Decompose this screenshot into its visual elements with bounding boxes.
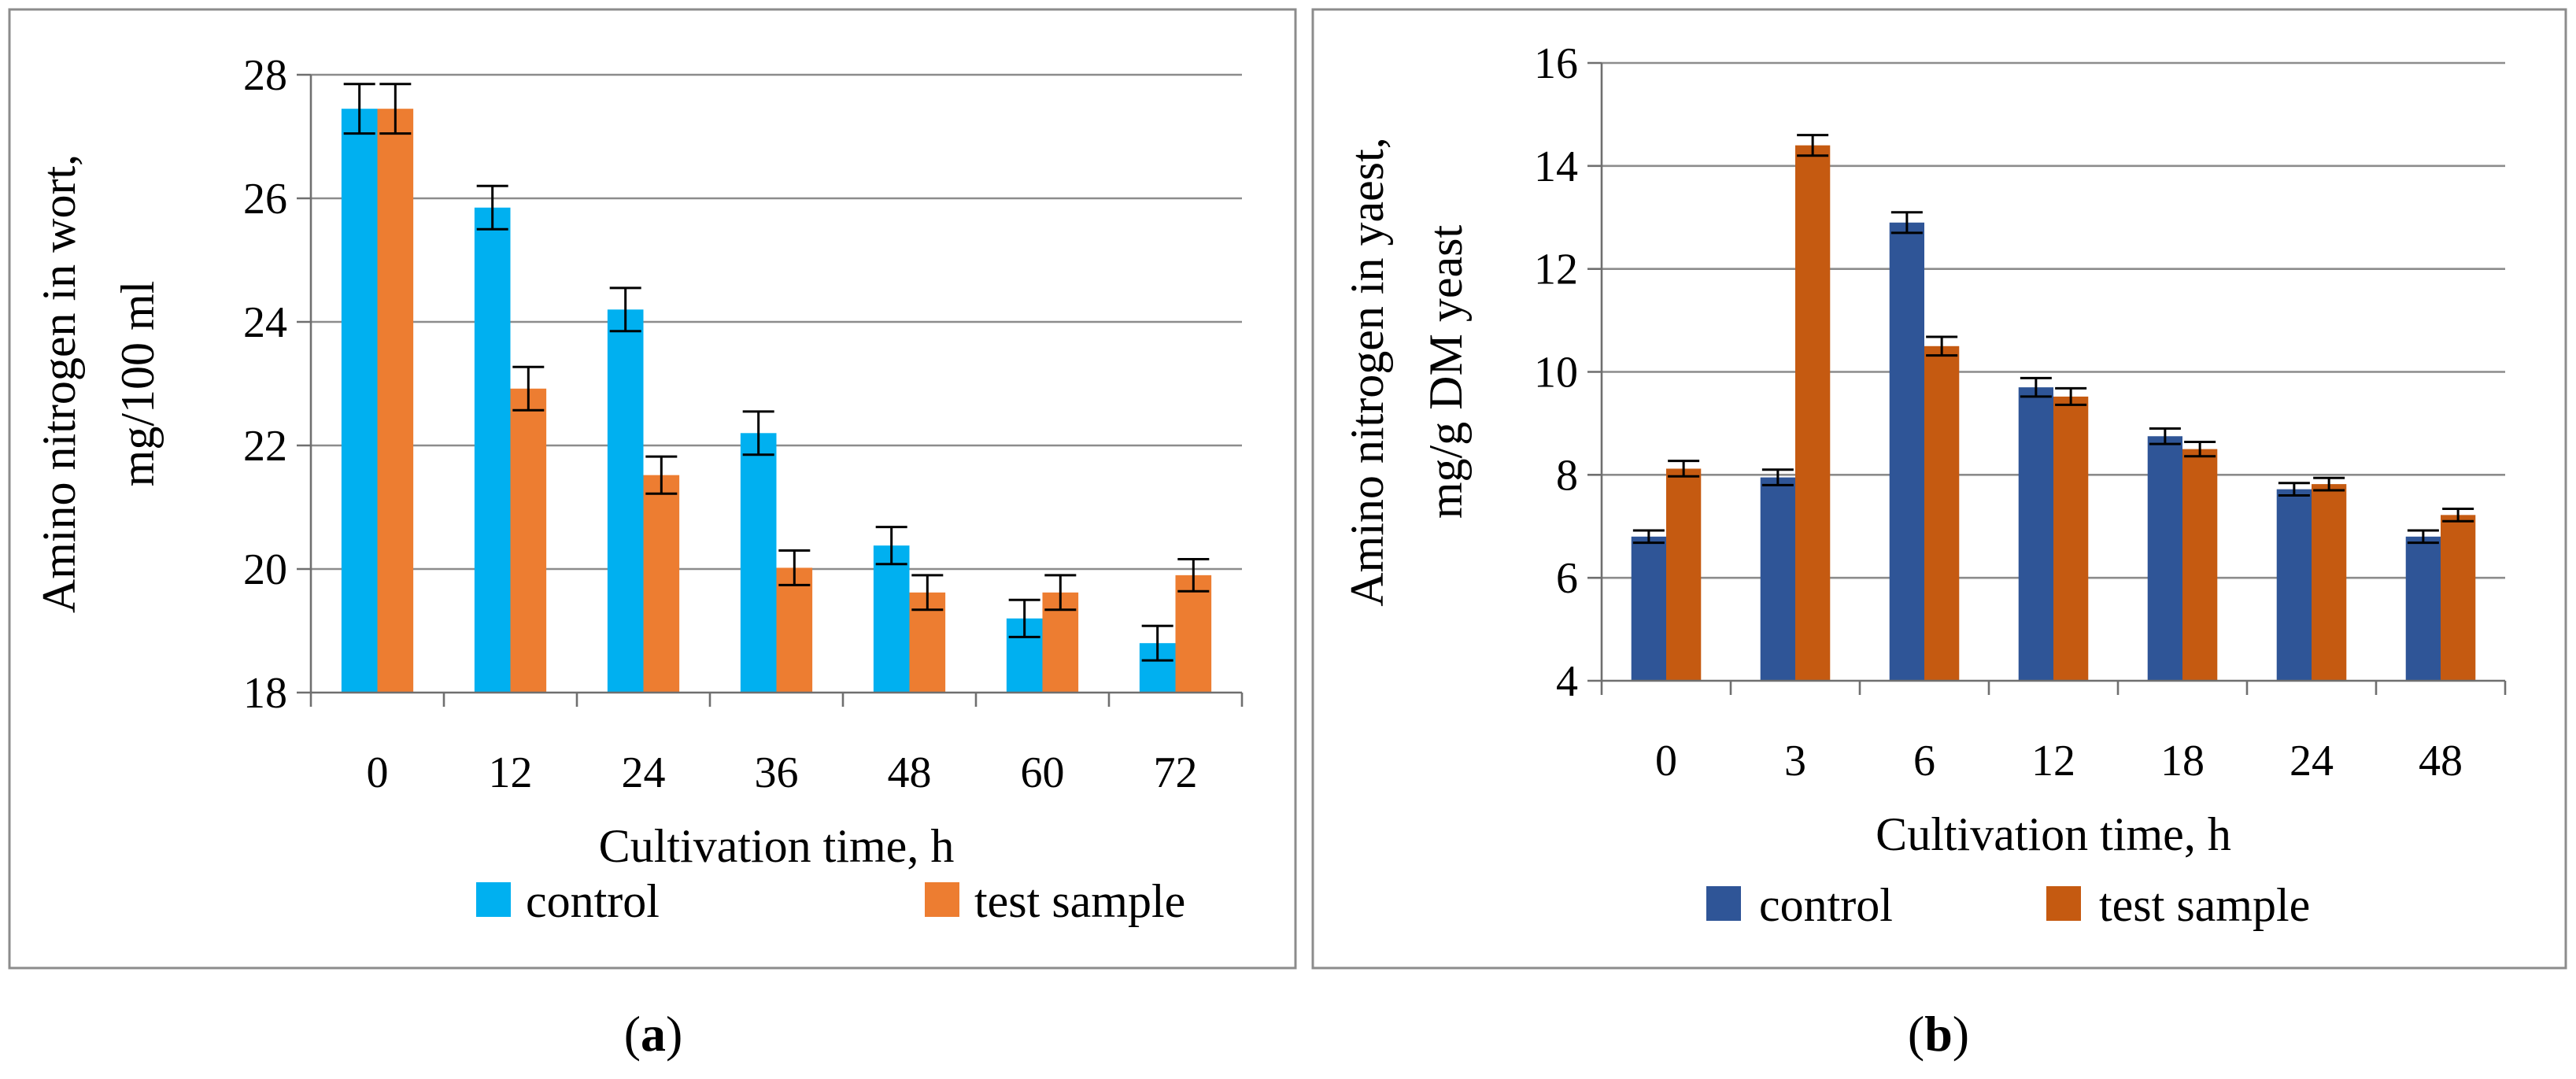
y-tick-label: 12 <box>1534 246 1578 294</box>
y-tick-label: 10 <box>1534 349 1578 397</box>
bar-control-18 <box>2147 436 2182 681</box>
legend-label-control: control <box>526 875 660 927</box>
error-bar <box>2055 386 2087 406</box>
y-tick-label: 8 <box>1556 451 1578 500</box>
bar-test-sample-36 <box>776 567 813 693</box>
legend-swatch-control <box>1706 886 1741 921</box>
x-tick-label: 48 <box>2419 737 2463 785</box>
error-bar <box>2442 508 2474 523</box>
y-tick-label: 20 <box>243 545 287 594</box>
chart-panel-a: 18 20 22 24 26 28 0 12 24 36 48 60 72 Cultivation tim… <box>8 8 1297 1062</box>
bar-control-0 <box>1631 536 1666 681</box>
x-tick-label: 0 <box>367 748 389 797</box>
bar-test-sample-3 <box>1795 145 1831 681</box>
error-bar <box>2184 440 2216 458</box>
bar-control-0 <box>341 109 378 693</box>
y-tick-label: 24 <box>243 298 287 347</box>
legend-swatch-control <box>476 882 511 917</box>
x-tick-label: 48 <box>888 748 932 797</box>
bar-test-sample-18 <box>2182 449 2218 681</box>
error-bar <box>2278 482 2310 497</box>
error-bar <box>1890 211 1923 235</box>
bar-control-24 <box>607 309 644 693</box>
legend-label-test-sample: test sample <box>974 875 1185 927</box>
error-bar <box>1177 557 1210 593</box>
bar-control-48 <box>2405 536 2441 681</box>
x-tick-label: 12 <box>489 748 533 797</box>
bar-test-sample-72 <box>1175 575 1212 693</box>
legend-label-control: control <box>1759 879 1893 931</box>
error-bar <box>2407 529 2439 545</box>
legend-swatch-test-sample <box>925 882 959 917</box>
error-bar <box>1926 335 1958 357</box>
x-tick-label: 24 <box>622 748 666 797</box>
error-bar <box>1632 529 1665 545</box>
bar-control-12 <box>474 207 511 693</box>
error-bar <box>1668 460 1700 478</box>
y-tick-label: 4 <box>1556 657 1578 706</box>
error-bar <box>1008 598 1040 638</box>
error-bar <box>742 410 774 456</box>
legend-swatch-test-sample <box>2046 886 2081 921</box>
y-tick-label: 16 <box>1534 39 1578 88</box>
bar-test-sample-0 <box>377 109 414 693</box>
x-tick-label: 0 <box>1655 737 1677 785</box>
error-bar <box>476 184 508 231</box>
bar-control-48 <box>873 545 910 693</box>
x-tick-label: 3 <box>1784 737 1806 785</box>
error-bar <box>911 574 944 612</box>
y-tick-label: 6 <box>1556 554 1578 603</box>
y-tick-label: 14 <box>1534 142 1578 191</box>
x-tick-label: 18 <box>2160 737 2205 785</box>
y-axis-title-line: mg/g DM yeast <box>1420 225 1472 519</box>
bar-test-sample-6 <box>1924 346 1960 681</box>
y-tick-label: 26 <box>243 175 287 224</box>
x-tick-label: 12 <box>2031 737 2075 785</box>
bar-test-sample-0 <box>1666 468 1702 681</box>
y-axis-title-line: Amino nitrogen in yaest, <box>1341 137 1393 607</box>
x-tick-label: 60 <box>1021 748 1065 797</box>
y-tick-label: 22 <box>243 422 287 471</box>
x-tick-label: 36 <box>755 748 799 797</box>
bar-test-sample-12 <box>510 388 547 693</box>
error-bar <box>1044 574 1077 612</box>
error-bar <box>1797 134 1829 157</box>
error-bar <box>2149 427 2181 445</box>
x-tick-label: 6 <box>1913 737 1935 785</box>
bar-control-24 <box>2276 489 2312 681</box>
error-bar <box>512 365 545 412</box>
panel-label: (b) <box>1908 1006 1969 1062</box>
x-axis-title: Cultivation time, h <box>1876 808 2231 860</box>
x-tick-label: 72 <box>1154 748 1198 797</box>
bar-test-sample-48 <box>2441 515 2476 681</box>
error-bar <box>645 455 678 495</box>
y-tick-label: 18 <box>243 669 287 718</box>
bar-control-12 <box>2018 387 2053 681</box>
chart-panel-b: 4 6 8 10 12 14 16 0 3 6 12 18 24 48 Cultivation time, … <box>1311 8 2567 1062</box>
bar-control-3 <box>1760 477 1795 681</box>
error-bar <box>1141 624 1173 662</box>
x-tick-label: 24 <box>2290 737 2334 785</box>
y-tick-label: 28 <box>243 51 287 100</box>
error-bar <box>609 286 641 333</box>
bar-test-sample-24 <box>643 475 680 693</box>
error-bar <box>875 526 907 566</box>
y-axis-title-line: Amino nitrogen in wort, <box>33 154 85 613</box>
x-axis-title: Cultivation time, h <box>599 820 955 872</box>
panel-label: (a) <box>624 1006 683 1062</box>
legend-label-test-sample: test sample <box>2099 879 2310 931</box>
error-bar <box>2313 476 2345 492</box>
bar-test-sample-12 <box>2053 396 2089 681</box>
y-axis-title-line: mg/100 ml <box>112 281 164 487</box>
error-bar <box>2020 376 2052 398</box>
bar-control-6 <box>1889 222 1924 682</box>
bar-control-36 <box>740 433 777 693</box>
bar-test-sample-24 <box>2312 484 2347 681</box>
error-bar <box>1761 468 1794 486</box>
error-bar <box>343 83 375 135</box>
error-bar <box>778 549 811 586</box>
error-bar <box>379 83 412 135</box>
